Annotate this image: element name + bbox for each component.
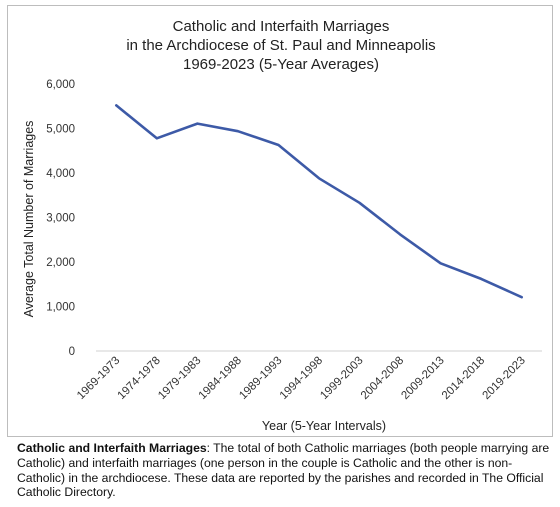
caption-title: Catholic and Interfaith Marriages [17,441,207,455]
y-tick-label: 5,000 [46,124,75,136]
x-tick-label: 2014-2018 [440,355,487,402]
y-axis-ticks: 0 1,000 2,000 3,000 4,000 5,000 6,000 [46,79,75,358]
x-tick-label: 1984-1988 [197,355,244,402]
chart-title-line-2: in the Archdiocese of St. Paul and Minne… [126,37,435,54]
x-tick-label: 1994-1998 [278,355,325,402]
y-tick-label: 0 [69,346,75,358]
figure-caption: Catholic and Interfaith Marriages: The t… [17,441,553,500]
x-axis-ticks: 1969-19731974-19781979-19831984-19881989… [75,355,528,402]
y-tick-label: 2,000 [46,257,75,269]
y-tick-label: 4,000 [46,168,75,180]
x-tick-label: 1974-1978 [116,355,163,402]
x-tick-label: 1969-1973 [75,355,122,402]
y-tick-label: 1,000 [46,302,75,314]
x-tick-label: 1979-1983 [156,355,203,402]
x-tick-label: 1999-2003 [318,355,365,402]
x-tick-label: 2004-2008 [359,355,406,402]
y-tick-label: 3,000 [46,213,75,225]
x-axis-title: Year (5-Year Intervals) [262,419,386,433]
chart-title-line-1: Catholic and Interfaith Marriages [173,18,390,35]
chart-frame: Catholic and Interfaith Marriages in the… [7,5,553,437]
x-tick-label: 2009-2013 [399,355,446,402]
y-tick-label: 6,000 [46,79,75,91]
caption-text: : The total of both Catholic marriages (… [17,441,550,500]
series-line [115,104,523,299]
x-tick-label: 2019-2023 [480,355,527,402]
chart-title-line-3: 1969-2023 (5-Year Averages) [183,56,379,73]
y-axis-title: Average Total Number of Marriages [22,121,36,318]
x-tick-label: 1989-1993 [237,355,284,402]
line-chart: Catholic and Interfaith Marriages in the… [22,18,542,433]
